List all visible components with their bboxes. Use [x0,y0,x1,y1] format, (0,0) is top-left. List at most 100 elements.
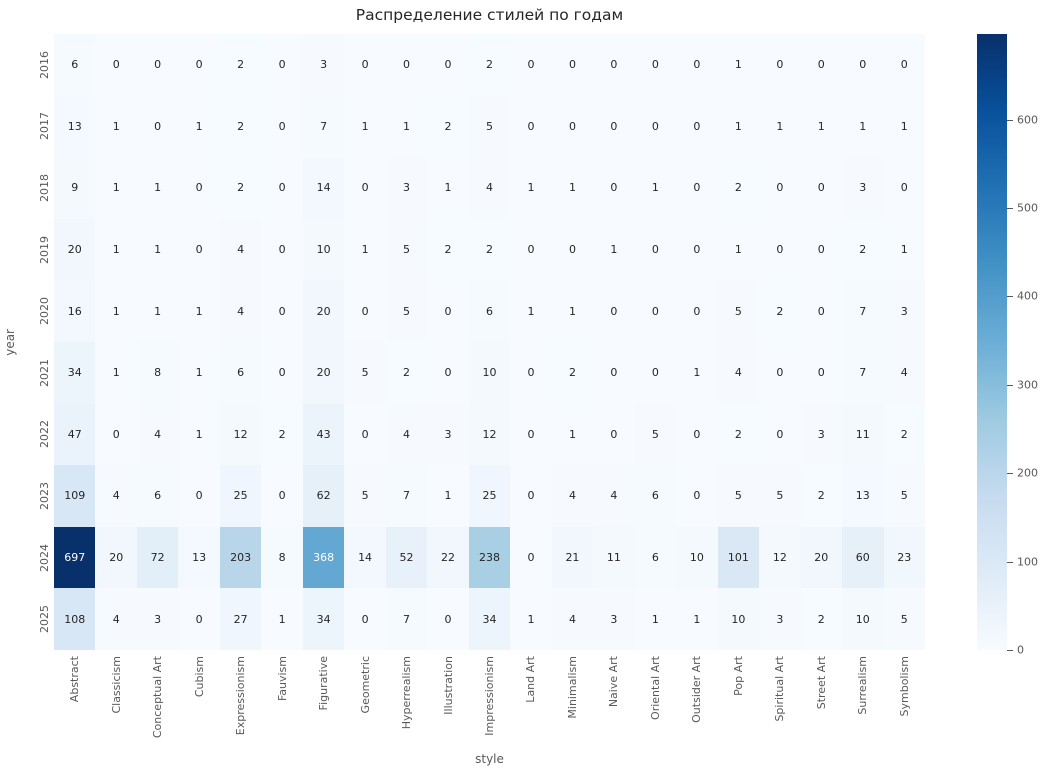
heatmap-cell: 7 [302,95,345,158]
heatmap-cell: 2 [385,341,428,404]
colorbar-tick-mark [1007,384,1013,386]
heatmap-cell: 2 [219,34,262,96]
heatmap-cell: 12 [219,403,262,466]
heatmap-cell: 10 [717,588,760,650]
heatmap-cell: 0 [593,403,635,466]
colorbar-tick-label: 300 [1017,378,1038,392]
colorbar-tick-mark [1007,296,1013,298]
heatmap-cell: 13 [54,95,96,158]
heatmap-cell: 10 [302,218,345,281]
heatmap-cell: 4 [219,218,262,281]
heatmap-cell: 0 [344,588,386,650]
heatmap-cell: 10 [842,588,884,650]
heatmap-cell: 3 [883,280,925,342]
heatmap-cell: 1 [95,157,137,219]
heatmap-cell: 8 [136,341,179,404]
heatmap-cell: 697 [54,526,96,589]
heatmap-cell: 0 [261,157,303,219]
chart-title: Распределение стилей по годам [355,6,624,24]
heatmap-cell: 1 [676,588,718,650]
heatmap-cell: 2 [883,403,925,466]
heatmap-cell: 43 [302,403,345,466]
heatmap-cell: 0 [427,341,469,404]
heatmap-cell: 60 [842,526,884,589]
colorbar-tick-label: 0 [1017,643,1024,657]
heatmap-cell: 238 [468,526,511,589]
heatmap-cell: 20 [95,526,137,589]
heatmap-cell: 3 [385,157,428,219]
heatmap-cell: 1 [136,218,179,281]
heatmap-cell: 0 [261,465,303,527]
heatmap-cell: 1 [883,218,925,281]
heatmap-cell: 0 [676,403,718,466]
heatmap-cell: 0 [800,157,843,219]
y-tick-label: 2018 [38,173,51,202]
heatmap-cell: 1 [551,280,594,342]
x-tick-label: Land Art [524,656,538,703]
heatmap-cell: 13 [842,465,884,527]
heatmap-cell: 4 [95,465,137,527]
heatmap-cell: 0 [634,95,677,158]
heatmap-cell: 0 [842,34,884,96]
heatmap-cell: 7 [385,588,428,650]
heatmap-cell: 4 [551,588,594,650]
heatmap-cell: 7 [842,341,884,404]
heatmap-cell: 0 [634,341,677,404]
x-tick-label: Abstract [68,656,82,703]
heatmap-cell: 1 [676,341,718,404]
heatmap-cell: 5 [385,280,428,342]
heatmap-cell: 1 [883,95,925,158]
x-tick-label: Naive Art [607,656,621,708]
heatmap-cell: 2 [468,34,511,96]
heatmap-cell: 0 [551,95,594,158]
y-tick-label: 2025 [38,605,51,634]
heatmap-cell: 1 [510,157,552,219]
heatmap-cell: 34 [302,588,345,650]
heatmap-cell: 5 [717,465,760,527]
heatmap-cell: 2 [717,403,760,466]
heatmap-cell: 2 [800,588,843,650]
heatmap-cell: 3 [800,403,843,466]
heatmap-cell: 12 [759,526,801,589]
x-tick-label: Oriental Art [648,656,662,720]
heatmap-cell: 109 [54,465,96,527]
heatmap-cell: 0 [676,280,718,342]
heatmap-cell: 3 [427,403,469,466]
heatmap-cell: 4 [95,588,137,650]
heatmap-cell: 1 [717,34,760,96]
y-tick-label: 2017 [38,112,51,141]
heatmap-cell: 0 [178,588,220,650]
heatmap-cell: 34 [54,341,96,404]
x-tick-label: Surrealism [856,656,870,715]
heatmap-cell: 0 [344,280,386,342]
heatmap-cell: 0 [510,341,552,404]
heatmap-cell: 1 [178,95,220,158]
heatmap-cell: 2 [427,95,469,158]
heatmap-cell: 368 [302,526,345,589]
heatmap-cell: 1 [95,280,137,342]
heatmap-cell: 1 [344,218,386,281]
heatmap-cell: 6 [54,34,96,96]
heatmap-cell: 20 [54,218,96,281]
colorbar [977,34,1007,650]
heatmap-cell: 1 [344,95,386,158]
heatmap-cell: 25 [219,465,262,527]
heatmap-cell: 14 [344,526,386,589]
y-axis-label-wrap: year [2,34,18,650]
heatmap-cell: 1 [551,157,594,219]
heatmap-cell: 0 [344,403,386,466]
heatmap-cell: 3 [759,588,801,650]
heatmap-cell: 5 [883,588,925,650]
heatmap-cell: 3 [842,157,884,219]
heatmap-cell: 0 [427,280,469,342]
heatmap-cell: 203 [219,526,262,589]
heatmap-cell: 5 [717,280,760,342]
heatmap-cell: 2 [759,280,801,342]
heatmap-cell: 0 [178,465,220,527]
heatmap-cell: 6 [136,465,179,527]
heatmap-cell: 1 [427,157,469,219]
heatmap-cell: 25 [468,465,511,527]
heatmap-cell: 0 [344,34,386,96]
heatmap-cell: 22 [427,526,469,589]
